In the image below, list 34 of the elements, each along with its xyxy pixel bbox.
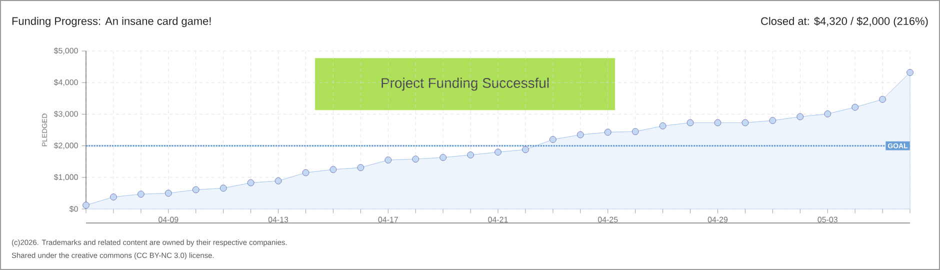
annotation: Project Funding Successful [382,78,549,91]
point [138,190,144,198]
point [440,154,446,161]
chart-title: Funding Progress: An insane card game! [12,16,211,28]
point [796,113,804,120]
point [659,122,666,130]
point [686,119,694,126]
point [522,146,529,153]
point [165,190,172,197]
point [494,148,502,156]
point [82,202,90,209]
point [879,96,886,103]
point [550,136,556,143]
point [274,177,282,184]
point [247,179,254,186]
point [330,166,337,173]
point [824,110,832,118]
point [192,186,200,194]
point [412,156,420,162]
point [769,117,776,124]
point [467,152,474,158]
point [604,128,612,136]
point [220,184,227,192]
point [852,104,858,111]
chart-subtitle: Closed at: $4,320 / $2,000 (216%) [761,16,928,28]
point [906,69,914,76]
point [384,156,392,164]
point [302,169,310,176]
point [632,128,639,135]
point [714,119,722,126]
point [742,119,749,126]
point [577,131,584,138]
point [357,164,364,171]
point [110,194,117,200]
